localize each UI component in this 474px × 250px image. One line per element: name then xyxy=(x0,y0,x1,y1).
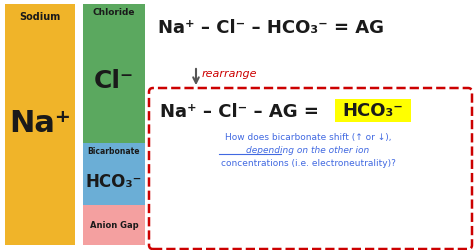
Text: Anion Gap: Anion Gap xyxy=(90,220,138,230)
Text: depending on the other ion: depending on the other ion xyxy=(246,146,370,154)
Text: rearrange: rearrange xyxy=(202,69,257,79)
Text: Sodium: Sodium xyxy=(19,12,61,22)
FancyBboxPatch shape xyxy=(83,144,145,205)
FancyBboxPatch shape xyxy=(335,100,411,122)
Text: HCO₃⁻: HCO₃⁻ xyxy=(86,173,142,191)
FancyBboxPatch shape xyxy=(83,205,145,245)
Text: HCO₃⁻: HCO₃⁻ xyxy=(343,102,403,120)
Text: Chloride: Chloride xyxy=(93,8,135,17)
Text: concentrations (i.e. electroneutrality)?: concentrations (i.e. electroneutrality)? xyxy=(220,158,395,167)
Text: Na⁺: Na⁺ xyxy=(9,108,71,137)
FancyBboxPatch shape xyxy=(83,5,145,143)
Text: How does bicarbonate shift (↑ or ↓),: How does bicarbonate shift (↑ or ↓), xyxy=(225,132,391,141)
FancyBboxPatch shape xyxy=(5,5,75,245)
Text: Cl⁻: Cl⁻ xyxy=(94,69,134,93)
Text: Na⁺ – Cl⁻ – HCO₃⁻ = AG: Na⁺ – Cl⁻ – HCO₃⁻ = AG xyxy=(158,19,384,37)
FancyBboxPatch shape xyxy=(149,89,472,249)
Text: Bicarbonate: Bicarbonate xyxy=(88,146,140,156)
Text: Na⁺ – Cl⁻ – AG =: Na⁺ – Cl⁻ – AG = xyxy=(160,102,325,120)
